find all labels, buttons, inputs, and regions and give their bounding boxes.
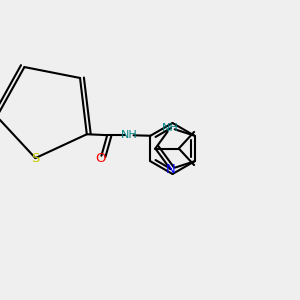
Text: N: N <box>166 163 175 176</box>
Text: NH: NH <box>162 123 179 133</box>
Text: NH: NH <box>120 130 137 140</box>
Text: O: O <box>95 152 106 165</box>
Text: S: S <box>31 152 40 165</box>
